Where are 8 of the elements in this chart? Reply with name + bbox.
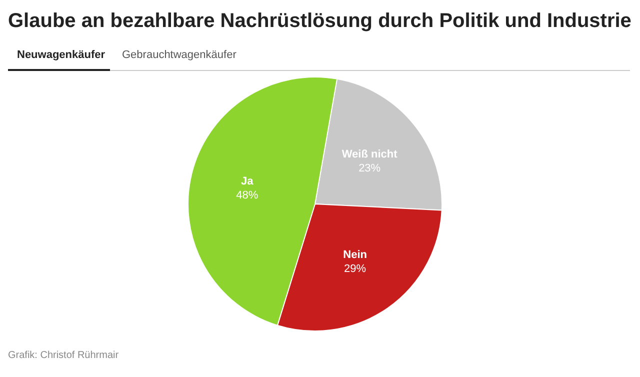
text: Grafik: Christof Rührmair [8, 350, 120, 361]
text: Gebrauchtwagenkäufer [122, 49, 237, 61]
text: Neuwagenkäufer [17, 49, 106, 61]
chart-title: Glaube an bezahlbare Nachrüstlösung durch Politik und Industrie [8, 10, 632, 32]
data-label: 48% [236, 190, 258, 202]
data-label: 29% [344, 263, 366, 276]
slice-label: Ja [240, 176, 254, 188]
slice-label: Nein [343, 249, 368, 262]
